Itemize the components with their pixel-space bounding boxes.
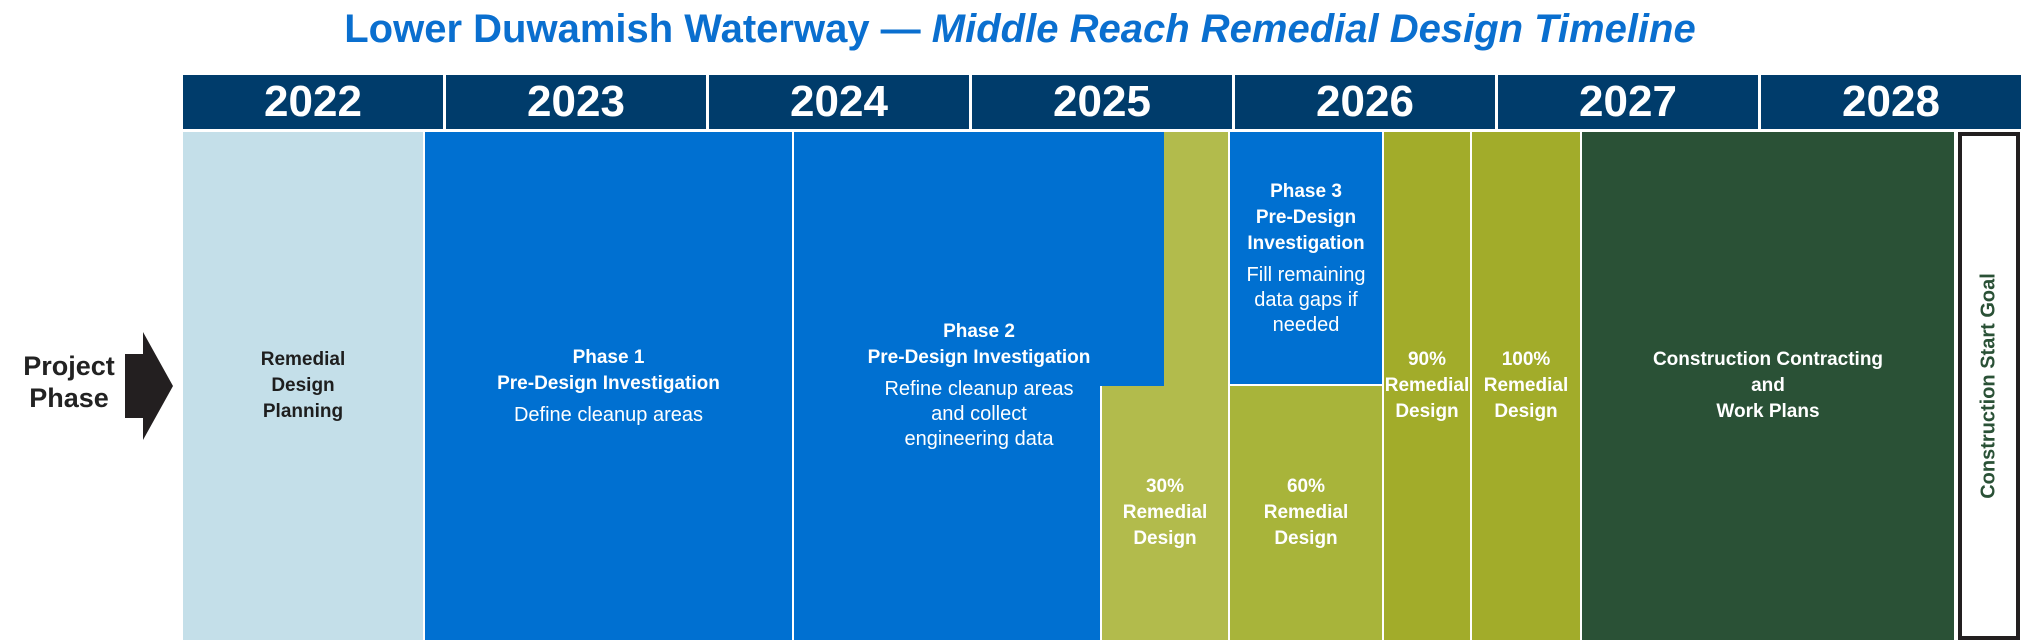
- phase1-description: Define cleanup areas: [513, 403, 703, 426]
- year-label-2024: 2024: [709, 75, 969, 129]
- design90-block: 90% Remedial Design: [1384, 132, 1470, 640]
- construction-title: Construction Contracting and Work Plans: [1652, 349, 1884, 422]
- year-label-2028: 2028: [1761, 75, 2021, 129]
- page-title: Lower Duwamish Waterway — Middle Reach R…: [0, 2, 2040, 56]
- design60-title: 60% Remedial Design: [1263, 476, 1349, 549]
- year-header: 2022 2023 2024 2025 2026 2027 2028: [183, 75, 2021, 129]
- phase3-block: Phase 3 Pre-Design Investigation Fill re…: [1230, 132, 1382, 384]
- design100-title: 100% Remedial Design: [1483, 349, 1569, 422]
- right-arrow-icon: [125, 332, 173, 440]
- phase3-description: Fill remaining data gaps if needed: [1246, 263, 1366, 336]
- planning-title: Remedial Design Planning: [260, 349, 346, 422]
- year-label-2025: 2025: [972, 75, 1232, 129]
- phase1-block: Phase 1 Pre-Design Investigation Define …: [425, 132, 792, 640]
- remedial-design-planning-block: Remedial Design Planning: [183, 132, 423, 640]
- phase1-title: Phase 1 Pre-Design Investigation: [497, 346, 720, 394]
- year-label-2027: 2027: [1498, 75, 1758, 129]
- construction-start-goal-label: Construction Start Goal: [1977, 273, 2000, 499]
- design90-title: 90% Remedial Design: [1384, 349, 1470, 422]
- design60-block: 60% Remedial Design: [1230, 386, 1382, 640]
- design30-title: 30% Remedial Design: [1122, 476, 1208, 549]
- phase2-title: Phase 2 Pre-Design Investigation: [867, 320, 1091, 368]
- project-phase-line1: Project: [23, 351, 115, 381]
- phase3-title: Phase 3 Pre-Design Investigation: [1247, 180, 1365, 254]
- project-phase-line2: Phase: [29, 383, 109, 413]
- phase2-block: Phase 2 Pre-Design Investigation Refine …: [794, 300, 1164, 470]
- title-main: Lower Duwamish Waterway —: [344, 7, 932, 51]
- title-emphasis: Middle Reach Remedial Design Timeline: [931, 7, 1696, 51]
- phase2-description: Refine cleanup areas and collect enginee…: [884, 377, 1074, 450]
- year-label-2023: 2023: [446, 75, 706, 129]
- design100-block: 100% Remedial Design: [1472, 132, 1580, 640]
- construction-contracting-block: Construction Contracting and Work Plans: [1582, 132, 1954, 640]
- year-label-2026: 2026: [1235, 75, 1495, 129]
- construction-start-goal-block: Construction Start Goal: [1958, 132, 2020, 640]
- phase2-shape: [794, 132, 1164, 640]
- design30-shape: [1102, 132, 1228, 640]
- project-phase-label: Project Phase: [14, 350, 124, 414]
- design30-block: 30% Remedial Design: [1102, 386, 1228, 640]
- year-label-2022: 2022: [183, 75, 443, 129]
